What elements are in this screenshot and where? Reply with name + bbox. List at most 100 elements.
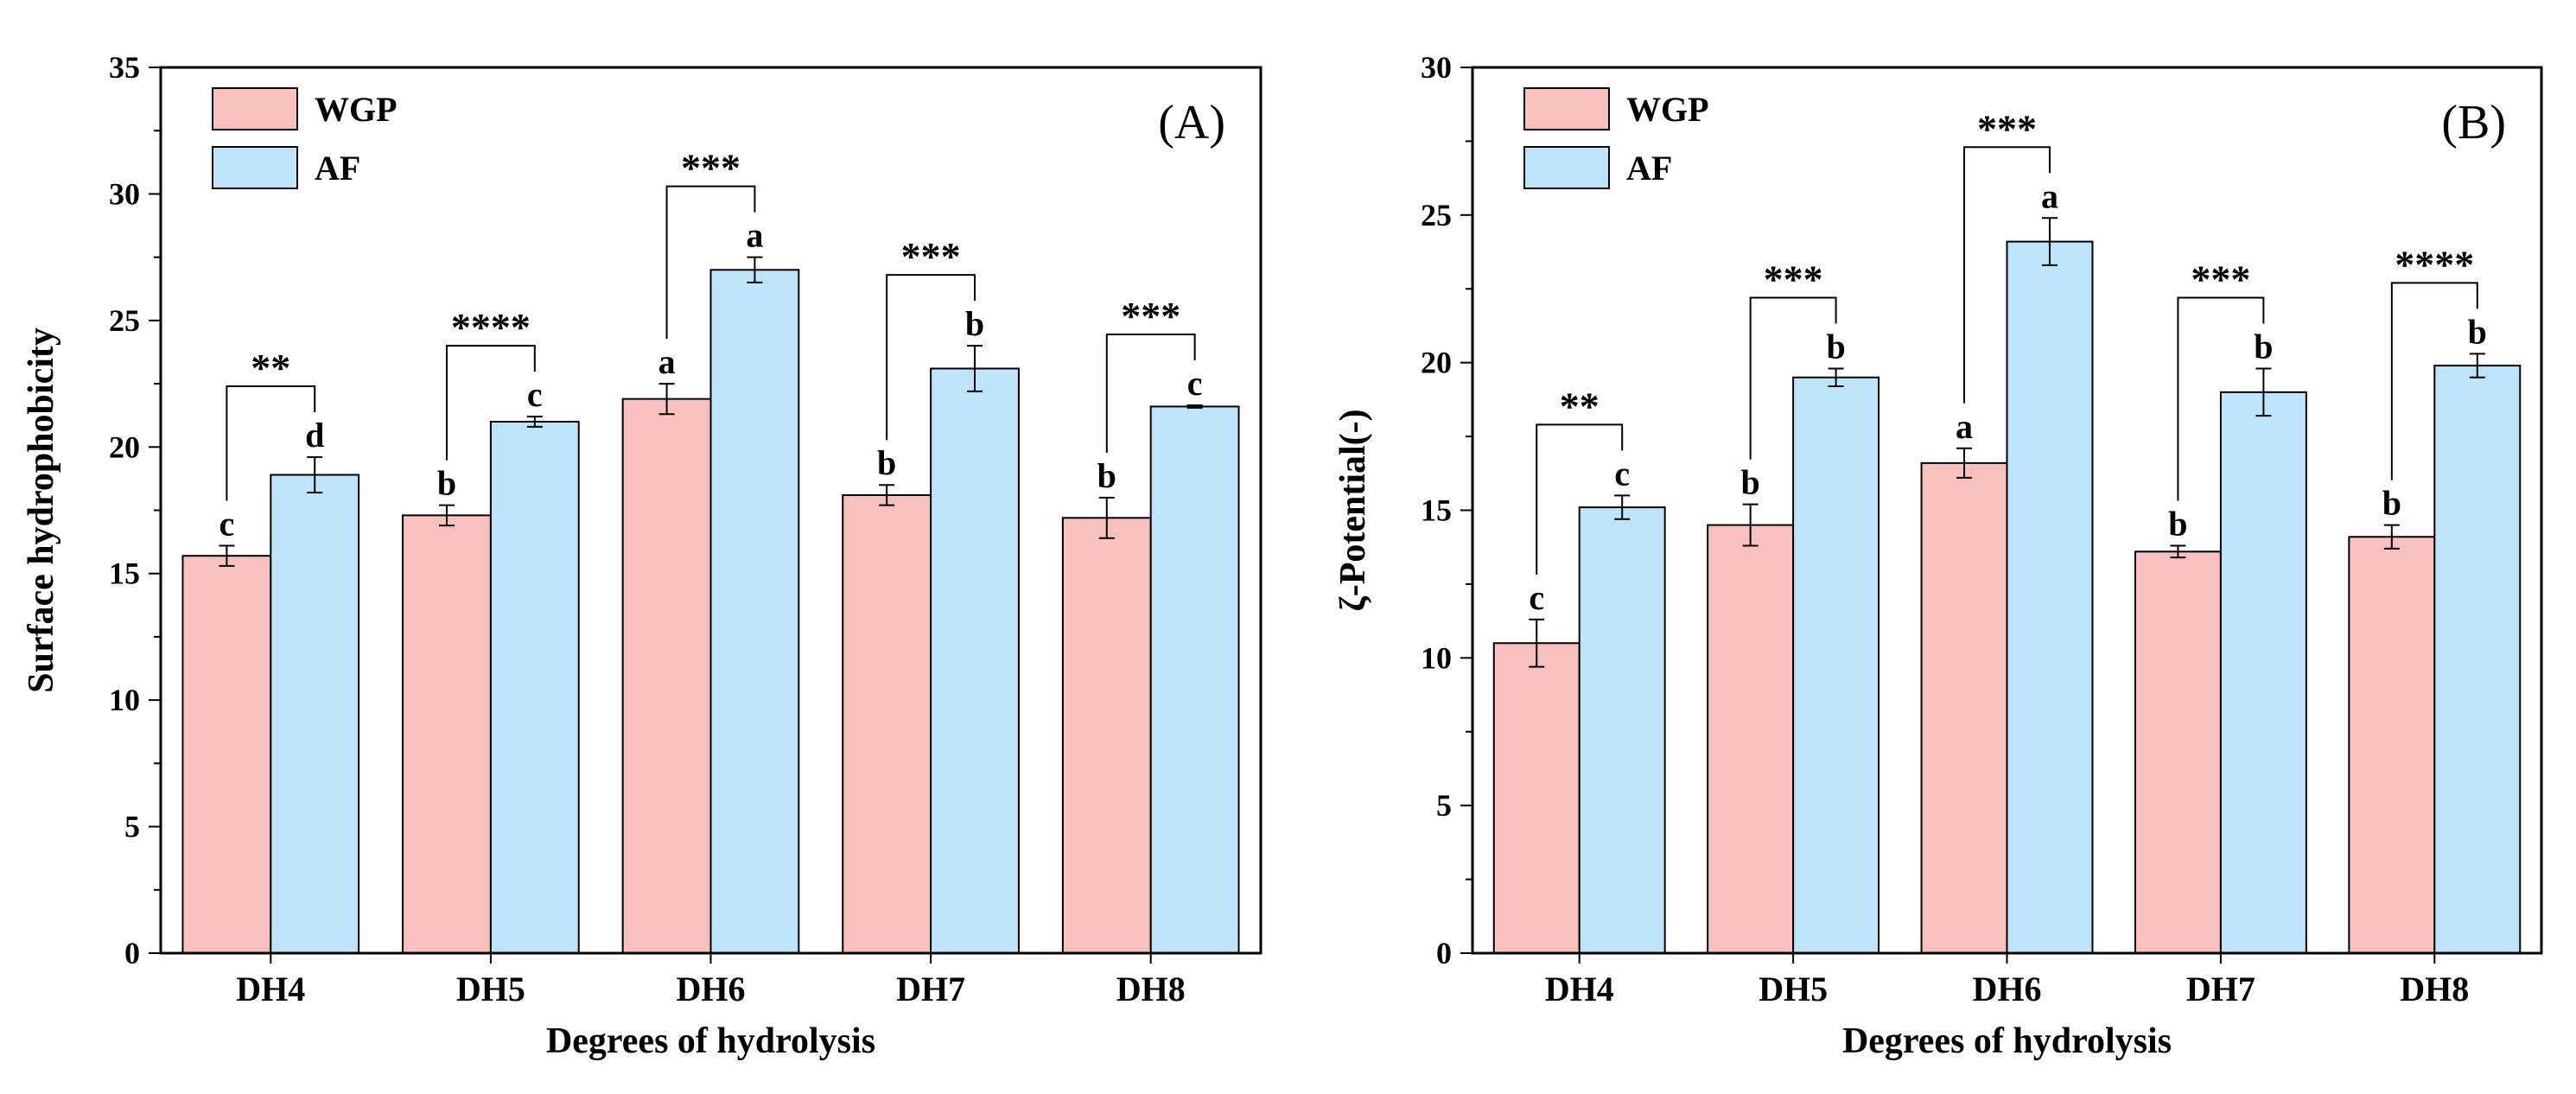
significance-bracket: ****: [445, 305, 536, 461]
bar-af-dh7: [930, 367, 1020, 954]
y-tick-label: 25: [1421, 198, 1452, 232]
bar-af-dh7: [2219, 391, 2307, 955]
x-tick-label: DH5: [456, 970, 525, 1008]
bar-wgp-dh8: [1061, 517, 1152, 954]
x-tick-label: DH7: [2186, 970, 2255, 1008]
y-tick-label: 15: [1421, 493, 1452, 528]
significance-letter: a: [746, 216, 763, 255]
significance-letter: b: [2168, 505, 2187, 544]
significance-letter: b: [437, 464, 456, 503]
significance-bracket: ***: [1105, 294, 1196, 453]
legend-swatch-wgp: [1523, 87, 1610, 130]
significance-bracket: ****: [2390, 242, 2478, 480]
significance-stars: ****: [2395, 242, 2474, 286]
bar-wgp-dh6: [1920, 461, 2008, 954]
y-tick-label: 20: [109, 429, 140, 464]
significance-letter: a: [658, 342, 676, 381]
y-tick-label: 10: [109, 683, 140, 717]
legend-swatch-wgp: [212, 87, 298, 130]
x-tick-label: DH5: [1759, 970, 1828, 1008]
bar-af-dh8: [1149, 405, 1240, 954]
significance-bracket: ***: [2177, 258, 2265, 501]
bar-wgp-dh6: [621, 398, 712, 954]
error-bar: [967, 345, 983, 392]
significance-letter: b: [965, 304, 984, 343]
y-tick-label: 30: [1421, 50, 1452, 85]
significance-letter: d: [305, 416, 324, 455]
error-bar: [1828, 367, 1844, 387]
error-bar: [2255, 367, 2272, 417]
bar-af-dh8: [2433, 365, 2522, 955]
legend-swatch-af: [1523, 146, 1610, 189]
error-bar: [1186, 404, 1203, 409]
significance-letter: b: [2254, 328, 2273, 366]
legend-label: AF: [1626, 149, 1672, 188]
legend: WGP AF: [1523, 87, 1709, 189]
significance-bracket: ***: [665, 146, 756, 340]
significance-letter: b: [1826, 328, 1845, 366]
y-tick-label: 25: [109, 303, 140, 338]
error-bar: [658, 383, 675, 416]
x-tick-label: DH6: [1973, 970, 2042, 1008]
error-bar: [219, 544, 235, 567]
x-axis-title: Degrees of hydrolysis: [1842, 1021, 2172, 1061]
significance-bracket: ***: [886, 234, 976, 441]
panel-label: (B): [2441, 96, 2506, 149]
error-bar: [307, 456, 323, 493]
error-bar: [747, 256, 763, 283]
x-tick-label: DH7: [896, 970, 965, 1008]
y-tick-label: 0: [124, 936, 140, 970]
bar-wgp-dh7: [842, 493, 932, 954]
x-tick-label: DH6: [677, 970, 746, 1008]
significance-stars: **: [251, 346, 290, 390]
significance-bracket: **: [226, 346, 316, 501]
significance-stars: ***: [1121, 294, 1180, 338]
error-bar: [438, 504, 455, 527]
bar-af-dh4: [1578, 506, 1666, 954]
significance-stars: ***: [1764, 258, 1823, 302]
y-axis-title: ζ-Potential(-): [1333, 409, 1373, 611]
significance-letter: c: [1529, 578, 1544, 617]
significance-letter: a: [1956, 407, 1973, 446]
significance-bracket: ***: [1963, 106, 2051, 404]
significance-stars: **: [1560, 384, 1600, 428]
panel-label: (A): [1158, 96, 1225, 149]
y-tick-label: 20: [1421, 346, 1452, 380]
error-bar: [2469, 353, 2485, 378]
significance-bracket: **: [1536, 384, 1624, 575]
bar-wgp-dh5: [402, 514, 492, 954]
significance-stars: ***: [901, 234, 961, 278]
error-bar: [2383, 524, 2400, 550]
y-tick-label: 15: [109, 557, 140, 591]
significance-letter: c: [527, 375, 543, 414]
significance-stars: ***: [2191, 258, 2250, 302]
significance-letter: a: [2041, 176, 2058, 215]
significance-stars: ***: [681, 146, 741, 190]
y-tick-label: 5: [124, 810, 140, 844]
error-bar: [1614, 494, 1631, 520]
significance-stars: ****: [451, 305, 531, 349]
bar-af-dh6: [2006, 240, 2094, 955]
error-bar: [1956, 447, 1973, 479]
error-bar: [1742, 503, 1759, 547]
legend: WGP AF: [212, 87, 398, 189]
x-tick-label: DH8: [1116, 970, 1186, 1008]
significance-letter: b: [1097, 456, 1116, 495]
error-bar: [1098, 496, 1115, 539]
error-bar: [2170, 544, 2186, 559]
bar-wgp-dh4: [1492, 642, 1581, 954]
bar-af-dh6: [709, 269, 800, 954]
x-tick-label: DH4: [236, 970, 305, 1008]
significance-letter: c: [219, 505, 234, 544]
significance-letter: c: [1187, 364, 1203, 403]
significance-letter: b: [2382, 484, 2401, 523]
bar-wgp-dh4: [181, 555, 272, 954]
significance-letter: b: [2468, 312, 2487, 351]
x-tick-label: DH8: [2400, 970, 2469, 1008]
legend-label: WGP: [1626, 90, 1709, 129]
bar-af-dh4: [270, 474, 360, 954]
y-tick-label: 30: [109, 176, 140, 211]
